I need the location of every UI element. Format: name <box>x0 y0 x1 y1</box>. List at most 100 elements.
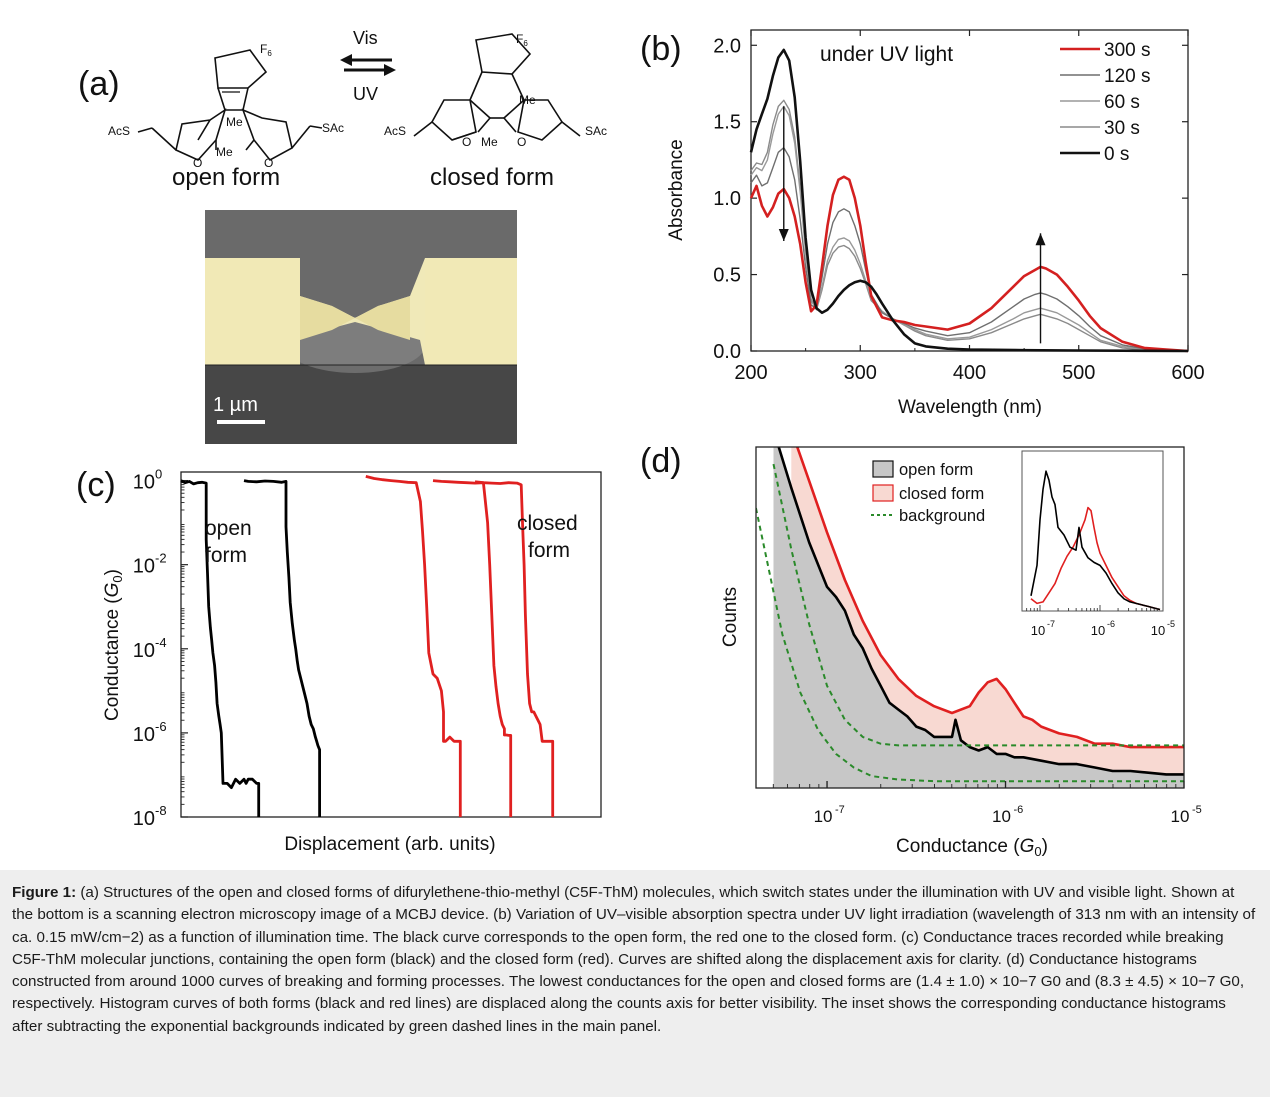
legend-swatch-open <box>872 460 894 478</box>
x-tick-label: 10 <box>992 807 1011 826</box>
arrow-head <box>1035 233 1046 246</box>
panel-c-open-annotation-2: form <box>205 544 247 567</box>
panel-d-frame <box>755 446 1185 789</box>
trace-closed-form <box>432 479 513 817</box>
caption-text: (a) Structures of the open and closed fo… <box>12 884 1256 1035</box>
vis-label: Vis <box>353 28 378 48</box>
trace-open-form <box>243 479 321 817</box>
panel-c-x-axis-label: Displacement (arb. units) <box>284 834 495 855</box>
y-tick-exponent: -2 <box>155 551 167 566</box>
x-tick-label: 500 <box>1062 362 1095 384</box>
series-line-60s <box>750 105 1189 352</box>
x-tick-label: 10 <box>814 807 833 826</box>
inset-series <box>1030 470 1161 611</box>
panel-d: (d) 10 -7 10 -6 10 -5 Counts Conductance (G0)… <box>640 442 1202 859</box>
closed-o-atom-1: O <box>462 135 471 149</box>
panel-a: (a) F6 Me Me O O AcS SAc o <box>78 28 607 444</box>
series-line-0s <box>749 48 1189 353</box>
trace-closed-form <box>474 480 555 817</box>
open-o-atom-2: O <box>264 156 273 170</box>
x-tick-exponent: -5 <box>1192 804 1202 816</box>
closed-me-atom-2: Me <box>481 135 498 149</box>
x-tick-label: 300 <box>844 362 877 384</box>
series-line-300s <box>749 175 1189 353</box>
inset-ticks: 10 -7 10 -6 10 -5 <box>1026 605 1175 638</box>
y-tick-exponent: -4 <box>155 635 167 650</box>
y-tick-label: 1.0 <box>713 188 741 210</box>
panel-d-legend: open form closed form background <box>871 460 985 525</box>
y-tick-label: 10 <box>133 808 155 830</box>
closed-me-atom-1: Me <box>519 93 536 107</box>
panel-b: (b) 200 300 400 500 600 0.0 0.5 1.0 1.5 2.0 300 s… <box>640 29 1205 418</box>
open-me-atom-1: Me <box>226 115 243 129</box>
inset-tick-label: 10 <box>1091 623 1105 638</box>
closed-f6-atom: F6 <box>516 32 528 48</box>
y-tick-exponent: -6 <box>155 719 167 734</box>
panel-c-label: (c) <box>76 466 116 504</box>
y-tick-label: 10 <box>133 556 155 578</box>
x-tick-label: 10 <box>1171 807 1190 826</box>
legend-label-background: background <box>899 507 985 525</box>
uv-label: UV <box>353 84 378 104</box>
open-me-atom-2: Me <box>216 145 233 159</box>
background-curve <box>756 503 1184 783</box>
legend-label: 30 s <box>1104 118 1140 139</box>
open-form-structure <box>137 49 323 162</box>
closed-acs-label: AcS <box>384 124 406 138</box>
figure-caption: Figure 1: (a) Structures of the open and… <box>0 870 1270 1097</box>
panel-b-annotation: under UV light <box>820 43 953 66</box>
panel-b-arrows <box>778 106 1046 344</box>
inset-tick-label: 10 <box>1031 623 1045 638</box>
open-sac-label: SAc <box>322 121 344 135</box>
panel-b-y-axis-label: Absorbance <box>666 139 687 240</box>
closed-form-label: closed form <box>430 164 554 191</box>
sem-image: 1 µm <box>205 210 517 444</box>
panel-c-closed-annotation-2: form <box>528 539 570 562</box>
y-tick-exponent: -8 <box>155 803 167 818</box>
legend-label-open: open form <box>899 461 973 479</box>
y-tick-label: 1.5 <box>713 112 741 134</box>
legend-label-closed: closed form <box>899 485 984 503</box>
panel-b-ticks: 200 300 400 500 600 0.0 0.5 1.0 1.5 2.0 <box>713 30 1205 384</box>
closed-form-structure <box>413 33 581 141</box>
panel-c-closed-annotation-1: closed <box>517 512 578 535</box>
y-tick-label: 10 <box>133 472 155 494</box>
arrow-head <box>778 228 789 241</box>
y-tick-label: 10 <box>133 640 155 662</box>
trace-closed-form <box>365 475 462 817</box>
open-f6-atom: F6 <box>260 42 272 58</box>
closed-form-line <box>795 447 1184 749</box>
legend-label: 0 s <box>1104 144 1129 165</box>
y-tick-label: 10 <box>133 724 155 746</box>
y-tick-label: 2.0 <box>713 35 741 57</box>
closed-sac-label: SAc <box>585 124 607 138</box>
trace-open-form <box>180 479 261 817</box>
y-tick-exponent: 0 <box>155 467 162 482</box>
panel-c-series <box>180 475 555 817</box>
open-form-line <box>777 447 1184 776</box>
inset-line-open-form <box>1030 470 1161 611</box>
open-form-label: open form <box>172 164 280 191</box>
legend-swatch-closed <box>872 484 894 502</box>
series-line-30s <box>750 99 1189 352</box>
legend-label: 120 s <box>1104 66 1150 87</box>
x-tick-label: 600 <box>1171 362 1204 384</box>
panel-d-series <box>756 447 1184 788</box>
open-acs-label: AcS <box>108 124 130 138</box>
x-tick-label: 400 <box>953 362 986 384</box>
inset-tick-exponent: -7 <box>1047 619 1055 629</box>
panel-b-label: (b) <box>640 30 682 68</box>
x-tick-label: 200 <box>734 362 767 384</box>
panel-d-inset: 10 -7 10 -6 10 -5 <box>1021 450 1175 638</box>
open-o-atom-1: O <box>193 156 202 170</box>
panel-b-x-axis-label: Wavelength (nm) <box>898 397 1042 418</box>
caption-label: Figure 1: <box>12 884 77 901</box>
panel-b-series <box>749 48 1189 353</box>
scalebar <box>217 420 265 424</box>
y-tick-label: 0.0 <box>713 341 741 363</box>
panel-b-legend: 300 s 120 s 60 s 30 s 0 s <box>1060 40 1150 165</box>
panel-d-y-axis-label: Counts <box>720 587 741 647</box>
x-tick-exponent: -6 <box>1014 804 1024 816</box>
